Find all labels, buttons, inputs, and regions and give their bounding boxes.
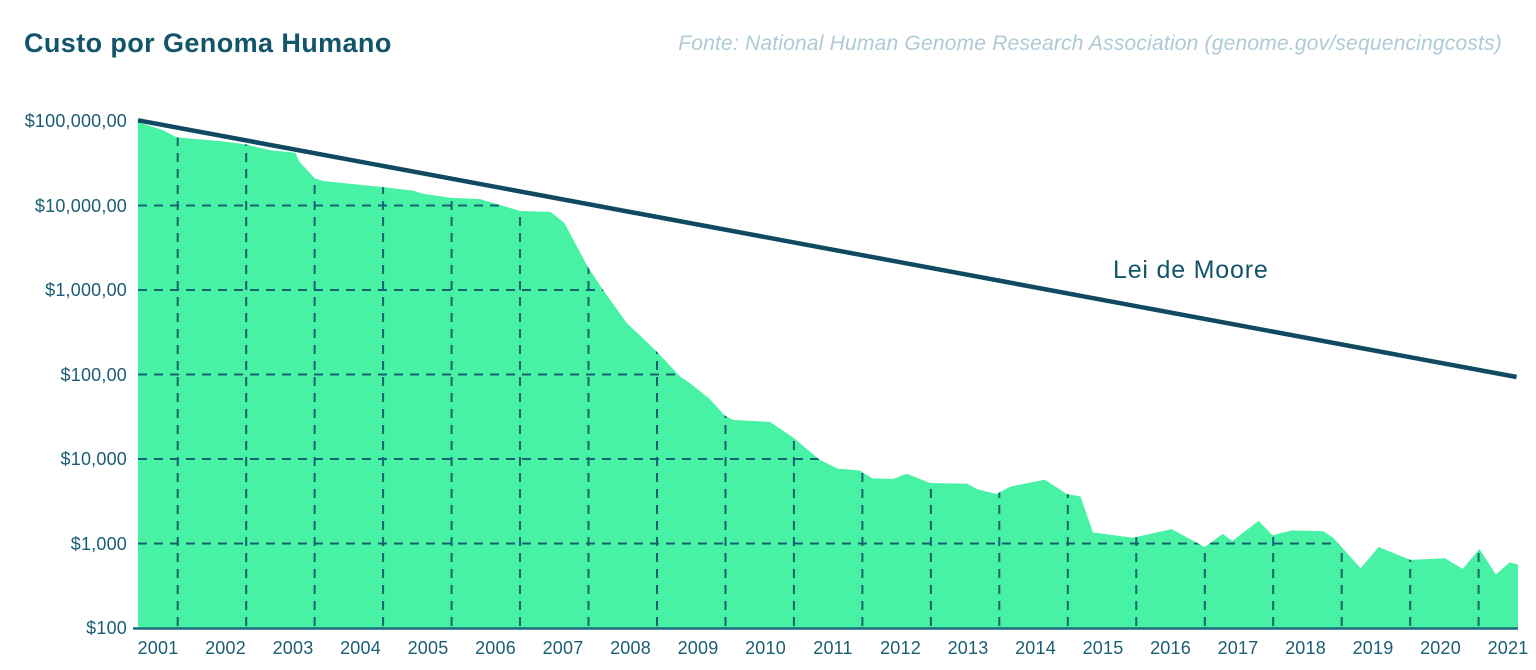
y-axis-tick-label: $100,00 <box>60 364 127 385</box>
y-axis-tick-label: $10,000,00 <box>34 195 127 216</box>
x-axis-tick-label: 2018 <box>1285 638 1326 658</box>
x-axis-tick-label: 2002 <box>205 638 246 658</box>
x-axis-tick-label: 2008 <box>610 638 651 658</box>
x-axis-tick-label: 2001 <box>137 638 179 658</box>
x-axis-tick-label: 2021 <box>1487 638 1529 658</box>
cost-area <box>138 122 1518 628</box>
x-axis-tick-label: 2005 <box>407 638 449 658</box>
x-axis-tick-label: 2011 <box>813 638 853 658</box>
x-axis-tick-label: 2006 <box>475 638 516 658</box>
chart-source-note: Fonte: National Human Genome Research As… <box>678 32 1502 55</box>
x-axis-tick-label: 2014 <box>1015 638 1056 658</box>
moore-law-annotation: Lei de Moore <box>1113 256 1269 284</box>
x-axis-tick-label: 2012 <box>880 638 921 658</box>
y-axis-tick-label: $100 <box>86 618 127 638</box>
x-axis-tick-label: 2013 <box>947 638 989 658</box>
y-axis-tick-label: $100,000,00 <box>24 111 127 131</box>
x-axis-tick-label: 2016 <box>1150 638 1191 658</box>
y-axis-tick-label: $1,000 <box>70 533 127 554</box>
x-axis-tick-label: 2015 <box>1082 638 1124 658</box>
y-axis-tick-label: $10,000 <box>60 449 127 469</box>
x-axis-tick-label: 2003 <box>272 638 314 658</box>
chart-title: Custo por Genoma Humano <box>24 28 392 58</box>
x-axis-tick-label: 2019 <box>1352 638 1394 658</box>
x-axis-tick-label: 2020 <box>1420 638 1461 658</box>
x-axis-tick-label: 2009 <box>677 638 719 658</box>
x-axis-tick-label: 2017 <box>1217 638 1259 658</box>
x-axis-tick-label: 2007 <box>542 638 584 658</box>
y-axis-tick-label: $1,000,00 <box>45 280 127 300</box>
x-axis-tick-label: 2004 <box>340 638 381 658</box>
x-axis-tick-label: 2010 <box>745 638 786 658</box>
moore-law-line <box>137 118 1518 380</box>
